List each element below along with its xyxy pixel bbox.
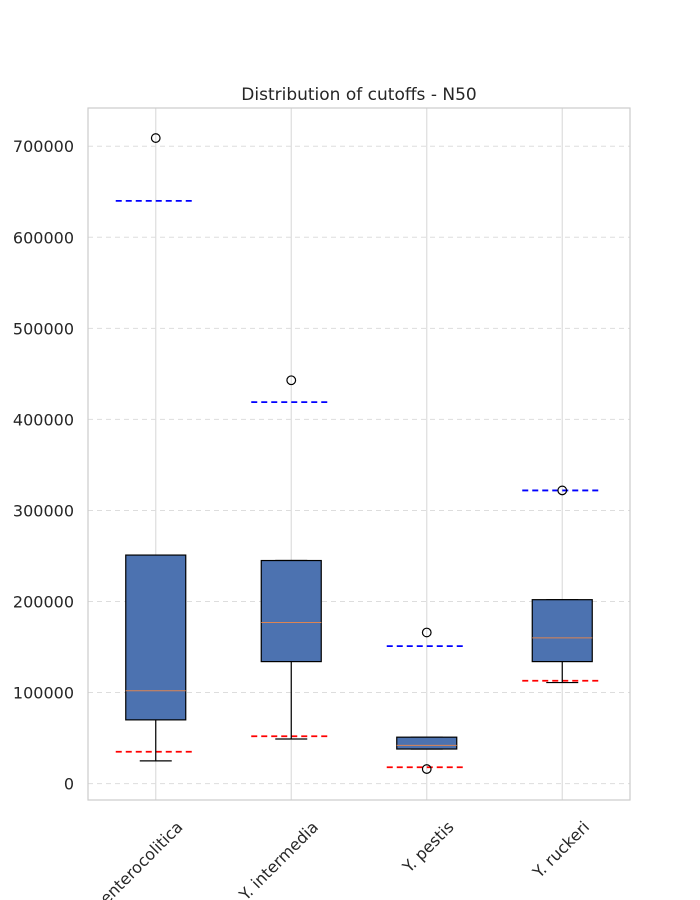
y-tick-label: 600000 xyxy=(13,228,74,247)
reference-lines xyxy=(115,199,603,769)
y-tick-label: 100000 xyxy=(13,684,74,703)
iqr-box xyxy=(125,554,187,721)
box-group xyxy=(531,485,593,684)
iqr-box xyxy=(396,736,458,750)
y-tick-label: 500000 xyxy=(13,319,74,338)
x-tick-label: Y. pestis xyxy=(398,817,457,876)
y-axis: 0 100000 200000 300000 400000 500000 600000 700… xyxy=(13,137,74,793)
iqr-box xyxy=(531,599,593,663)
x-axis: Y. enterocolitica Y. intermedia Y. pestis Y… xyxy=(84,817,593,900)
box-group xyxy=(125,133,187,762)
y-tick-label: 400000 xyxy=(13,410,74,429)
y-tick-label: 700000 xyxy=(13,137,74,156)
y-tick-label: 0 xyxy=(64,775,74,794)
y-tick-label: 300000 xyxy=(13,501,74,520)
box-group xyxy=(260,375,322,740)
chart-title: Distribution of cutoffs - N50 xyxy=(241,85,476,105)
boxes-layer xyxy=(125,133,593,774)
outlier-point xyxy=(421,627,432,638)
iqr-box xyxy=(260,559,322,663)
outlier-point xyxy=(557,485,568,496)
x-tick-label: Y. intermedia xyxy=(235,817,322,900)
outlier-point xyxy=(150,133,161,143)
x-tick-label: Y. ruckeri xyxy=(528,817,593,882)
y-tick-label: 200000 xyxy=(13,593,74,612)
x-tick-label: Y. enterocolitica xyxy=(84,817,187,900)
outlier-point xyxy=(421,764,432,774)
plot-frame xyxy=(87,107,631,801)
outlier-point xyxy=(286,375,297,386)
box-group xyxy=(396,627,458,774)
